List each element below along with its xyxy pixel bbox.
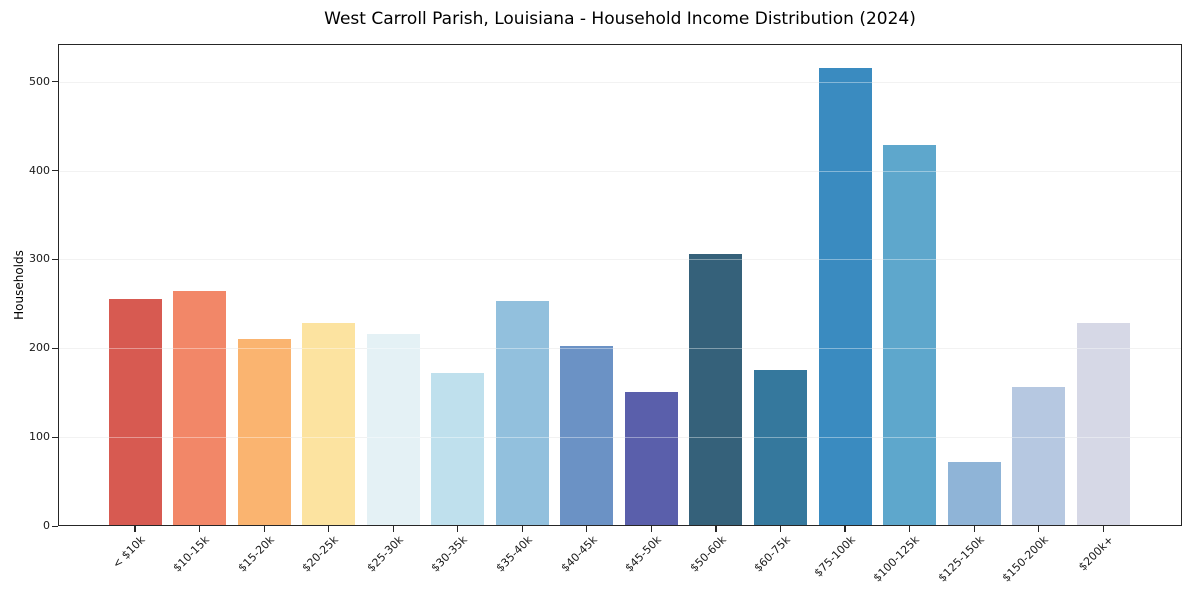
x-tick-label: $75-100k <box>811 533 858 580</box>
x-tick <box>263 526 265 532</box>
bar-11 <box>754 369 807 526</box>
bar-6 <box>431 373 485 526</box>
x-tick <box>328 526 330 532</box>
bar-12 <box>818 67 872 526</box>
bar-15 <box>1012 386 1066 526</box>
x-tick <box>586 526 588 532</box>
x-tick <box>521 526 523 532</box>
x-tick <box>134 526 136 532</box>
plot-area <box>58 44 1182 526</box>
x-tick <box>1102 526 1104 532</box>
x-tick <box>715 526 717 532</box>
y-tick <box>52 436 58 438</box>
bar-4 <box>302 322 356 526</box>
x-tick-label: $100-125k <box>870 533 923 585</box>
bar-14 <box>947 462 1001 526</box>
x-tick <box>779 526 782 532</box>
bar-1 <box>108 298 162 526</box>
bar-9 <box>624 391 678 526</box>
x-tick-label: $45-50k <box>622 533 664 575</box>
gridline-y500 <box>58 81 1182 83</box>
x-tick-label: $20-25k <box>299 533 342 575</box>
x-tick <box>198 526 201 532</box>
x-tick-label: < $10k <box>109 533 148 571</box>
x-tick-label: $25-30k <box>364 533 406 575</box>
y-tick-label: 0 <box>43 519 50 532</box>
y-tick-label: 400 <box>29 163 50 177</box>
bar-7 <box>495 301 549 526</box>
x-tick-label: $200k+ <box>1075 533 1116 574</box>
y-tick-label: 100 <box>29 430 50 444</box>
gridline-y400 <box>58 170 1182 172</box>
gridline-overlay-y300 <box>58 259 1182 261</box>
gridline-overlay-y200 <box>58 348 1182 350</box>
x-tick <box>392 526 394 532</box>
bar-10 <box>689 254 743 526</box>
y-tick <box>52 170 58 172</box>
gridline-overlay-y100 <box>58 437 1182 439</box>
gridline-y100 <box>58 437 1182 439</box>
x-tick-label: $60-75k <box>751 533 793 575</box>
y-tick <box>52 347 58 349</box>
x-tick-label: $50-60k <box>687 533 729 575</box>
y-tick-label: 200 <box>29 341 50 355</box>
x-tick-label: $35-40k <box>493 533 535 575</box>
y-tick-label: 500 <box>29 74 50 88</box>
x-tick-label: $30-35k <box>428 533 471 575</box>
bar-8 <box>560 345 614 526</box>
gridline-overlay-y400 <box>58 170 1182 172</box>
x-tick <box>1038 526 1040 532</box>
x-tick <box>844 526 846 532</box>
x-tick <box>909 526 911 532</box>
gridline-y200 <box>58 348 1182 350</box>
x-tick-label: $125-150k <box>935 533 987 585</box>
y-tick-label: 300 <box>29 252 50 266</box>
y-tick <box>52 525 58 527</box>
bar-16 <box>1076 322 1130 526</box>
x-tick <box>973 526 975 532</box>
bar-3 <box>237 339 291 526</box>
x-tick-label: $15-20k <box>235 533 277 575</box>
bar-5 <box>366 334 420 526</box>
x-tick <box>457 526 459 532</box>
x-tick-label: $150-200k <box>1000 533 1052 585</box>
gridline-overlay-y500 <box>58 81 1182 83</box>
chart-title: West Carroll Parish, Louisiana - Househo… <box>324 9 916 29</box>
gridline-y300 <box>58 259 1182 261</box>
x-tick-label: $10-15k <box>170 533 213 575</box>
bar-13 <box>883 144 937 526</box>
bar-2 <box>173 290 227 526</box>
x-tick <box>650 526 652 532</box>
y-tick <box>52 81 58 83</box>
y-tick <box>52 258 58 261</box>
x-tick-label: $40-45k <box>558 533 600 575</box>
